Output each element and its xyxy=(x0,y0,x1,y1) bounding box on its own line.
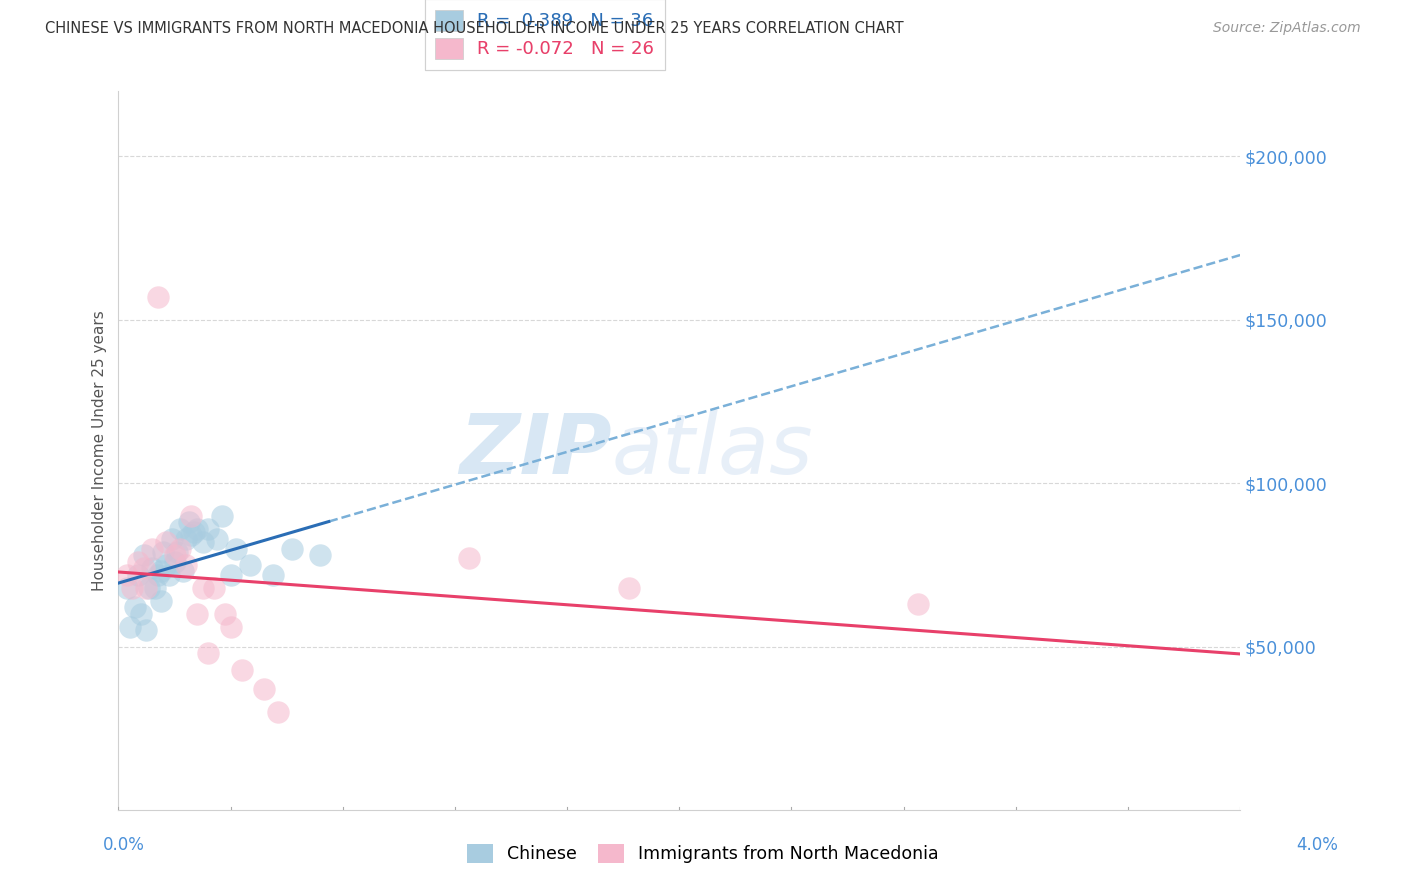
Point xyxy=(121,581,143,595)
Point xyxy=(152,545,174,559)
Text: atlas: atlas xyxy=(612,410,814,491)
Point xyxy=(219,567,242,582)
Point xyxy=(169,541,191,556)
Point xyxy=(115,581,138,595)
Text: 4.0%: 4.0% xyxy=(1296,836,1339,854)
Point xyxy=(135,581,157,595)
Point xyxy=(157,567,180,582)
Point xyxy=(141,561,163,575)
Point xyxy=(115,567,138,582)
Point xyxy=(180,528,202,542)
Point xyxy=(172,565,194,579)
Point xyxy=(191,535,214,549)
Point xyxy=(262,567,284,582)
Point xyxy=(143,581,166,595)
Point xyxy=(225,541,247,556)
Point xyxy=(132,548,155,562)
Point xyxy=(219,620,242,634)
Point xyxy=(127,555,149,569)
Point xyxy=(267,705,290,719)
Text: 0.0%: 0.0% xyxy=(103,836,145,854)
Point xyxy=(118,620,141,634)
Point xyxy=(149,594,172,608)
Point xyxy=(174,532,197,546)
Legend: R =  0.389   N = 36, R = -0.072   N = 26: R = 0.389 N = 36, R = -0.072 N = 26 xyxy=(425,0,665,70)
Point xyxy=(191,581,214,595)
Point xyxy=(138,581,160,595)
Point xyxy=(127,567,149,582)
Point xyxy=(186,607,208,621)
Text: ZIP: ZIP xyxy=(460,410,612,491)
Text: CHINESE VS IMMIGRANTS FROM NORTH MACEDONIA HOUSEHOLDER INCOME UNDER 25 YEARS COR: CHINESE VS IMMIGRANTS FROM NORTH MACEDON… xyxy=(45,21,904,36)
Point xyxy=(132,561,155,575)
Point xyxy=(907,597,929,611)
Point xyxy=(231,663,253,677)
Point xyxy=(163,555,186,569)
Point xyxy=(197,522,219,536)
Point xyxy=(141,541,163,556)
Point xyxy=(617,581,640,595)
Point xyxy=(169,522,191,536)
Point xyxy=(129,607,152,621)
Point xyxy=(149,565,172,579)
Point xyxy=(253,682,276,697)
Point xyxy=(197,646,219,660)
Point xyxy=(135,624,157,638)
Point xyxy=(239,558,262,572)
Point xyxy=(180,508,202,523)
Text: Source: ZipAtlas.com: Source: ZipAtlas.com xyxy=(1213,21,1361,35)
Point xyxy=(160,532,183,546)
Point xyxy=(281,541,304,556)
Point xyxy=(166,545,188,559)
Point xyxy=(174,558,197,572)
Point xyxy=(214,607,236,621)
Point xyxy=(186,522,208,536)
Legend: Chinese, Immigrants from North Macedonia: Chinese, Immigrants from North Macedonia xyxy=(460,837,946,870)
Point xyxy=(202,581,225,595)
Point xyxy=(211,508,233,523)
Point xyxy=(183,525,205,540)
Point xyxy=(155,535,177,549)
Point xyxy=(146,567,169,582)
Point xyxy=(309,548,332,562)
Point xyxy=(155,558,177,572)
Point xyxy=(163,548,186,562)
Y-axis label: Householder Income Under 25 years: Householder Income Under 25 years xyxy=(93,310,107,591)
Point xyxy=(205,532,228,546)
Point xyxy=(146,290,169,304)
Point xyxy=(124,600,146,615)
Point xyxy=(458,551,481,566)
Point xyxy=(177,516,200,530)
